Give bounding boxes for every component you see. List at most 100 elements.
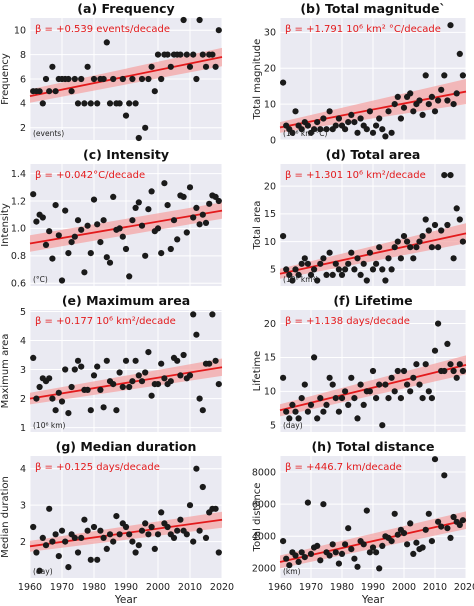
data-point (351, 395, 358, 402)
data-point (314, 542, 321, 550)
data-point (212, 63, 219, 70)
data-point (94, 100, 101, 107)
data-point (116, 369, 123, 376)
data-point (215, 197, 222, 205)
data-point (148, 523, 155, 531)
data-point (180, 193, 187, 200)
data-point (196, 221, 203, 228)
y-tick-label: 4 (20, 464, 26, 475)
data-point (363, 507, 370, 514)
data-point (301, 554, 308, 561)
data-point (345, 401, 352, 408)
data-point (419, 544, 426, 551)
data-point (379, 422, 386, 429)
data-point (376, 115, 383, 122)
data-point (68, 239, 75, 246)
data-point (360, 401, 367, 408)
data-point (354, 129, 361, 136)
data-point (97, 239, 104, 246)
trend-annotation: β = +1.138 days/decade (285, 316, 410, 327)
data-point (183, 531, 190, 538)
data-point (394, 93, 401, 100)
data-point (148, 392, 155, 399)
data-point (348, 111, 355, 118)
y-tick-label: 20 (264, 319, 276, 330)
data-point (126, 100, 133, 107)
data-point (100, 75, 107, 83)
data-point (62, 207, 69, 214)
data-point (332, 549, 339, 556)
y-tick-label: 0.8 (11, 251, 26, 262)
y-tick-label: 8000 (252, 467, 276, 478)
data-point (199, 51, 206, 58)
data-point (280, 538, 287, 545)
data-point (116, 531, 123, 538)
data-point (357, 381, 364, 388)
panel-title: (g) Median duration (56, 439, 197, 454)
panel-6: 5 10 15 20 (f) Lifetime Lifetime β = +1.138 da… (252, 293, 467, 432)
data-point (106, 531, 114, 538)
data-point (202, 534, 210, 542)
data-point (52, 88, 59, 95)
data-point (376, 244, 383, 251)
data-point (444, 340, 451, 347)
data-point (385, 395, 392, 402)
data-point (292, 408, 299, 415)
data-point (379, 542, 386, 550)
data-point (441, 72, 448, 79)
data-point (307, 550, 315, 558)
data-point (366, 108, 373, 115)
data-point (145, 206, 152, 213)
data-point (49, 255, 56, 262)
data-point (71, 75, 78, 83)
y-tick-label: 15 (264, 353, 276, 364)
trend-annotation: β = +1.791 10⁶ km² °C/decade (285, 24, 441, 35)
data-point (435, 97, 442, 104)
panel-4: 5 10 15 20 (d) Total area Total area β = +1.30… (252, 147, 467, 286)
data-point (36, 88, 43, 95)
data-point (84, 63, 91, 70)
data-point (158, 75, 165, 83)
data-point (394, 531, 401, 538)
data-point (177, 516, 184, 523)
data-point (36, 383, 43, 391)
data-point (71, 366, 78, 373)
data-point (119, 233, 126, 240)
data-point (42, 75, 50, 83)
data-point (183, 229, 190, 236)
y-tick-label: 20 (264, 181, 276, 192)
data-point (286, 415, 293, 422)
data-point (196, 527, 203, 534)
data-point (447, 172, 454, 179)
data-point (304, 260, 311, 267)
data-point (142, 369, 149, 376)
data-point (376, 381, 383, 388)
data-point (154, 531, 162, 538)
data-point (391, 388, 398, 395)
panel-2: 0 10 20 30 (b) Total magnitude` Total magnitu… (252, 1, 467, 146)
data-point (360, 260, 367, 267)
data-point (183, 51, 190, 58)
data-point (174, 236, 181, 243)
data-point (170, 217, 178, 224)
data-point (323, 126, 330, 133)
x-tick-label: 1970 (50, 582, 74, 593)
data-point (87, 250, 94, 257)
data-point (62, 538, 69, 545)
data-point (422, 72, 429, 79)
data-point (106, 259, 114, 266)
y-tick-label: 6000 (252, 499, 276, 510)
data-point (416, 97, 423, 104)
data-point (90, 75, 98, 83)
data-point (326, 249, 333, 256)
data-point (46, 88, 53, 95)
x-tick-label: 2000 (392, 582, 416, 593)
data-point (158, 509, 165, 516)
trend-line (279, 90, 467, 129)
y-axis-label: Maximum area (0, 334, 11, 409)
data-point (215, 381, 222, 388)
data-point (39, 534, 46, 542)
data-point (295, 558, 302, 566)
data-point (379, 266, 386, 273)
data-point (320, 115, 327, 122)
